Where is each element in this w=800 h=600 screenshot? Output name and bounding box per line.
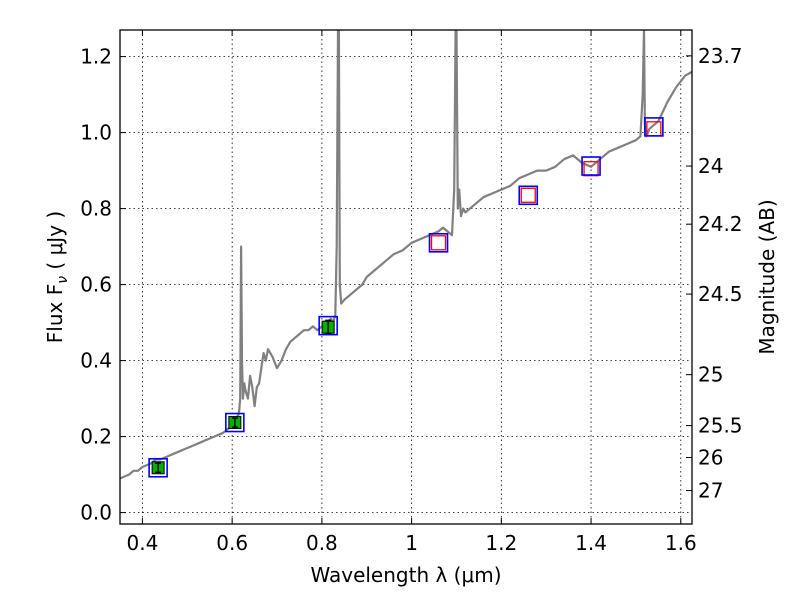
x-tick-label: 1.6 (665, 531, 697, 555)
y-axis-label: Flux Fν ( μJy ) (43, 211, 71, 343)
plot-area (120, 30, 692, 480)
grid-lines (120, 30, 692, 524)
y-tick-label: 1.0 (80, 121, 112, 145)
model-point (148, 457, 168, 478)
magnitude-tick-label: 27 (698, 479, 723, 503)
magnitude-tick-label: 26 (698, 446, 723, 470)
y-tick-label: 0.4 (80, 349, 112, 373)
spectrum-line (120, 30, 692, 480)
y-tick-label: 0.0 (80, 501, 112, 525)
axis-ticks: 0.4 0.6 0.8 1 1.2 1.4 1.6 0.0 0.2 0.4 0.6 0.8 1.0 1.2… (80, 30, 743, 555)
model-point (644, 117, 664, 137)
model-point (581, 156, 601, 176)
magnitude-tick-label: 23.7 (698, 44, 743, 68)
y-tick-label: 0.8 (80, 197, 112, 221)
y-axis-label-subscript: ν (55, 276, 71, 284)
magnitude-tick-label: 25.5 (698, 414, 743, 438)
x-axis-label: Wavelength λ (μm) (310, 563, 501, 587)
x-tick-label: 1 (405, 531, 418, 555)
y-tick-label: 1.2 (80, 45, 112, 69)
magnitude-tick-label: 24 (698, 154, 723, 178)
right-axis-label: Magnitude (AB) (755, 199, 779, 354)
plot-frame (119, 29, 693, 525)
upper-limit-marker (520, 187, 536, 203)
model-point (318, 315, 338, 336)
y-axis-label-unit: ( μJy ) (43, 211, 67, 276)
x-tick-label: 0.8 (306, 531, 338, 555)
y-axis-label-main: Flux F (43, 284, 67, 343)
magnitude-tick-label: 24.2 (698, 212, 743, 236)
x-tick-label: 0.6 (216, 531, 248, 555)
magnitude-tick-label: 25 (698, 363, 723, 387)
upper-limit-marker (430, 235, 447, 251)
magnitude-tick-label: 24.5 (698, 282, 743, 306)
y-tick-label: 0.2 (80, 425, 112, 449)
x-tick-label: 1.2 (485, 531, 517, 555)
model-point (518, 185, 539, 206)
x-tick-label: 1.4 (575, 531, 607, 555)
model-point (428, 233, 449, 253)
model-point (225, 412, 245, 433)
y-tick-label: 0.6 (80, 273, 112, 297)
x-tick-label: 0.4 (127, 531, 159, 555)
